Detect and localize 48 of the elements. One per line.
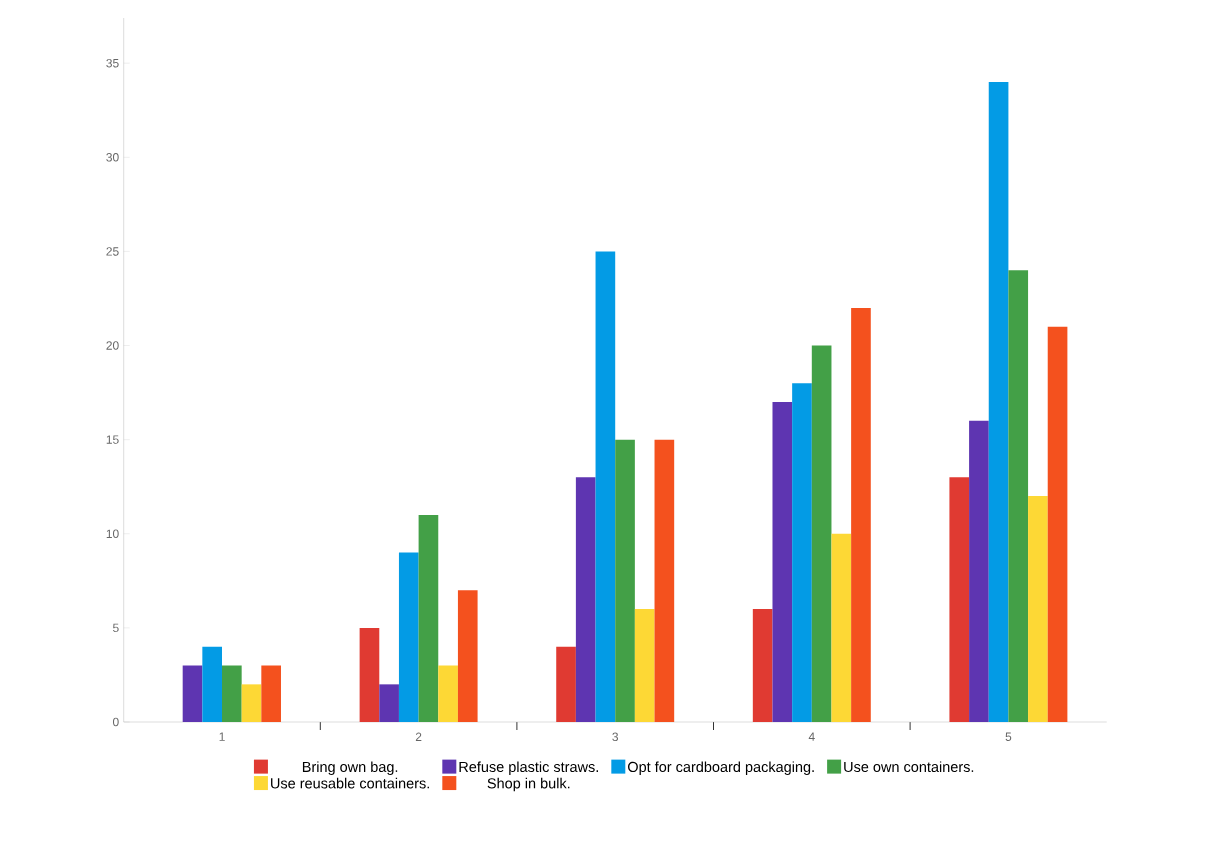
bar (634, 609, 655, 722)
y-tick-label: 20 (106, 341, 119, 350)
bar (949, 477, 970, 722)
legend-label: Shop in bulk. (487, 777, 570, 792)
bar (418, 514, 439, 722)
bar (202, 646, 222, 722)
legend-label: Use own containers. (844, 761, 974, 773)
bar (241, 684, 262, 722)
bar (851, 307, 871, 722)
legend-label: Use reusable containers. (271, 777, 429, 789)
y-tick-label: 15 (106, 435, 119, 444)
bar (261, 665, 281, 722)
x-tick-label: 5 (1005, 732, 1012, 741)
bar (359, 627, 380, 722)
bar (615, 439, 635, 722)
bar (752, 609, 773, 722)
bar (772, 402, 793, 722)
y-tick-label: 30 (106, 153, 119, 162)
x-tick-label: 4 (808, 732, 815, 741)
bar (595, 251, 616, 722)
bar (988, 81, 1009, 722)
legend-label: Opt for cardboard packaging. (628, 761, 814, 775)
legend-label: Refuse plastic straws. (459, 761, 598, 775)
bar (792, 383, 812, 722)
x-tick-label: 2 (415, 732, 422, 741)
bar (438, 665, 458, 722)
bar (182, 665, 203, 722)
bar (222, 665, 242, 722)
bar (379, 684, 399, 722)
y-tick-label: 0 (112, 717, 119, 727)
x-tick-label: 3 (612, 732, 619, 742)
bar (398, 552, 419, 722)
bar (1028, 496, 1048, 722)
bar (1047, 326, 1068, 722)
bar (969, 420, 989, 722)
y-tick-label: 35 (106, 58, 119, 68)
bar (556, 646, 576, 722)
bar (654, 439, 675, 722)
y-tick-label: 25 (106, 247, 119, 256)
bar (1008, 270, 1029, 722)
bar (575, 477, 596, 722)
y-tick-label: 10 (106, 529, 119, 539)
bar (457, 590, 478, 722)
text: Bring own bag. (302, 761, 398, 775)
bar (831, 533, 852, 722)
x-tick-label: 1 (219, 732, 225, 741)
y-tick-label: 5 (112, 623, 119, 633)
bar (811, 345, 832, 722)
